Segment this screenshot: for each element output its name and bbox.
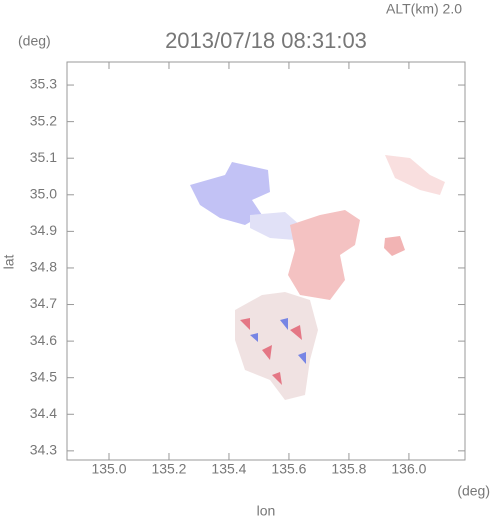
y-tick-label: 34.8 bbox=[30, 259, 57, 275]
echo-red-cells bbox=[240, 318, 302, 385]
x-axis-label: lon bbox=[257, 503, 276, 519]
x-tick-label: 135.2 bbox=[151, 461, 186, 477]
y-tick-label: 34.6 bbox=[30, 332, 57, 348]
x-tick-label: 135.6 bbox=[271, 461, 306, 477]
echo-pink-small bbox=[384, 236, 405, 256]
y-tick-label: 35.1 bbox=[30, 149, 57, 165]
x-tick-label: 135.4 bbox=[211, 461, 246, 477]
echo-mixed bbox=[235, 292, 318, 400]
altitude-label: ALT(km) 2.0 bbox=[386, 1, 462, 17]
y-tick-label: 34.5 bbox=[30, 368, 57, 384]
y-axis-label: lat bbox=[1, 255, 17, 270]
y-tick-label: 35.2 bbox=[30, 112, 57, 128]
x-tick-label: 136.0 bbox=[391, 461, 426, 477]
echo-light-pink bbox=[385, 155, 445, 195]
echo-blue bbox=[190, 162, 270, 225]
x-tick-label: 135.0 bbox=[91, 461, 126, 477]
y-tick-label: 35.3 bbox=[30, 76, 57, 92]
plot-frame bbox=[66, 61, 466, 461]
chart-title: 2013/07/18 08:31:03 bbox=[165, 28, 367, 53]
x-unit: (deg) bbox=[457, 483, 490, 499]
echo-field bbox=[190, 155, 445, 400]
y-tick-label: 34.3 bbox=[30, 442, 57, 458]
y-unit: (deg) bbox=[18, 33, 51, 49]
y-tick-label: 35.0 bbox=[30, 185, 57, 201]
echo-pink bbox=[288, 210, 360, 300]
y-tick-label: 34.4 bbox=[30, 405, 57, 421]
echo-light-blue bbox=[250, 212, 300, 240]
y-tick-label: 34.9 bbox=[30, 222, 57, 238]
y-tick-label: 34.7 bbox=[30, 295, 57, 311]
x-tick-label: 135.8 bbox=[331, 461, 366, 477]
